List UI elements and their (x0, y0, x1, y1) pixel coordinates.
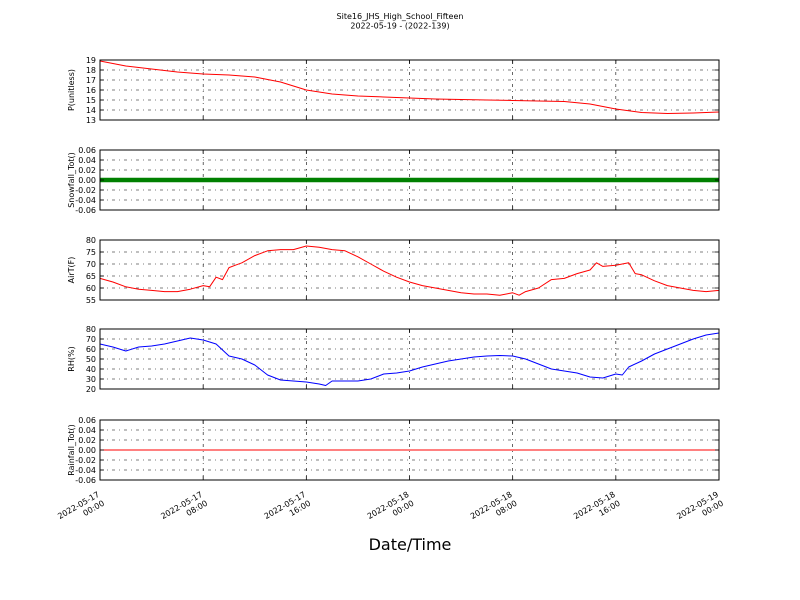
chart-subtitle: 2022-05-19 - (2022-139) (350, 22, 449, 31)
y-axis-label: P(unitless) (67, 69, 76, 111)
chart-title: Site16_JHS_High_School_Fifteen (337, 12, 464, 21)
y-tick-label: 18 (86, 66, 96, 75)
y-tick-label: -0.06 (75, 476, 96, 485)
y-tick-label: 0.02 (78, 166, 96, 175)
y-tick-label: 15 (86, 96, 96, 105)
y-tick-label: 17 (86, 76, 96, 85)
y-tick-label: 75 (86, 248, 96, 257)
y-tick-label: 60 (86, 345, 96, 354)
y-tick-label: 14 (86, 106, 96, 115)
y-tick-label: 0.06 (78, 146, 96, 155)
y-axis-label: RH(%) (67, 346, 76, 371)
y-tick-label: 50 (86, 355, 96, 364)
y-tick-label: -0.04 (75, 196, 96, 205)
y-axis-label: AirT(F) (67, 257, 76, 284)
y-tick-label: 16 (86, 86, 96, 95)
y-tick-label: -0.02 (75, 186, 96, 195)
y-tick-label: 80 (86, 325, 96, 334)
y-tick-label: -0.06 (75, 206, 96, 215)
panel-5: -0.06-0.04-0.020.000.020.040.06Rainfall_… (67, 416, 720, 485)
y-tick-label: 65 (86, 272, 96, 281)
y-tick-label: 30 (86, 375, 96, 384)
y-axis-label: Rainfall_Tot() (67, 424, 76, 476)
y-tick-label: 80 (86, 236, 96, 245)
y-tick-label: 40 (86, 365, 96, 374)
x-axis-label: Date/Time (369, 535, 452, 554)
y-tick-label: 60 (86, 284, 96, 293)
y-tick-label: 0.04 (78, 156, 96, 165)
y-tick-label: 55 (86, 296, 96, 305)
y-tick-label: -0.02 (75, 456, 96, 465)
y-tick-label: 0.06 (78, 416, 96, 425)
y-tick-label: 70 (86, 335, 96, 344)
y-tick-label: 0.02 (78, 436, 96, 445)
y-tick-label: 0.00 (78, 176, 96, 185)
y-tick-label: -0.04 (75, 466, 96, 475)
panel-2: -0.06-0.04-0.020.000.020.040.06Snowfall_… (67, 146, 720, 215)
series-line (99, 60, 720, 114)
y-tick-label: 0.04 (78, 426, 96, 435)
y-axis-label: Snowfall_Tot() (67, 152, 76, 208)
series-line (99, 245, 720, 296)
y-tick-label: 19 (86, 56, 96, 65)
series-line (99, 332, 720, 386)
panel-3: 55 60 65 70 75 80 AirT(F) (67, 236, 720, 305)
y-tick-label: 13 (86, 116, 96, 125)
y-tick-label: 0.00 (78, 446, 96, 455)
y-tick-label: 70 (86, 260, 96, 269)
y-tick-label: 20 (86, 385, 96, 394)
panels: 13141516171819P(unitless)-0.06-0.04-0.02… (67, 56, 720, 485)
